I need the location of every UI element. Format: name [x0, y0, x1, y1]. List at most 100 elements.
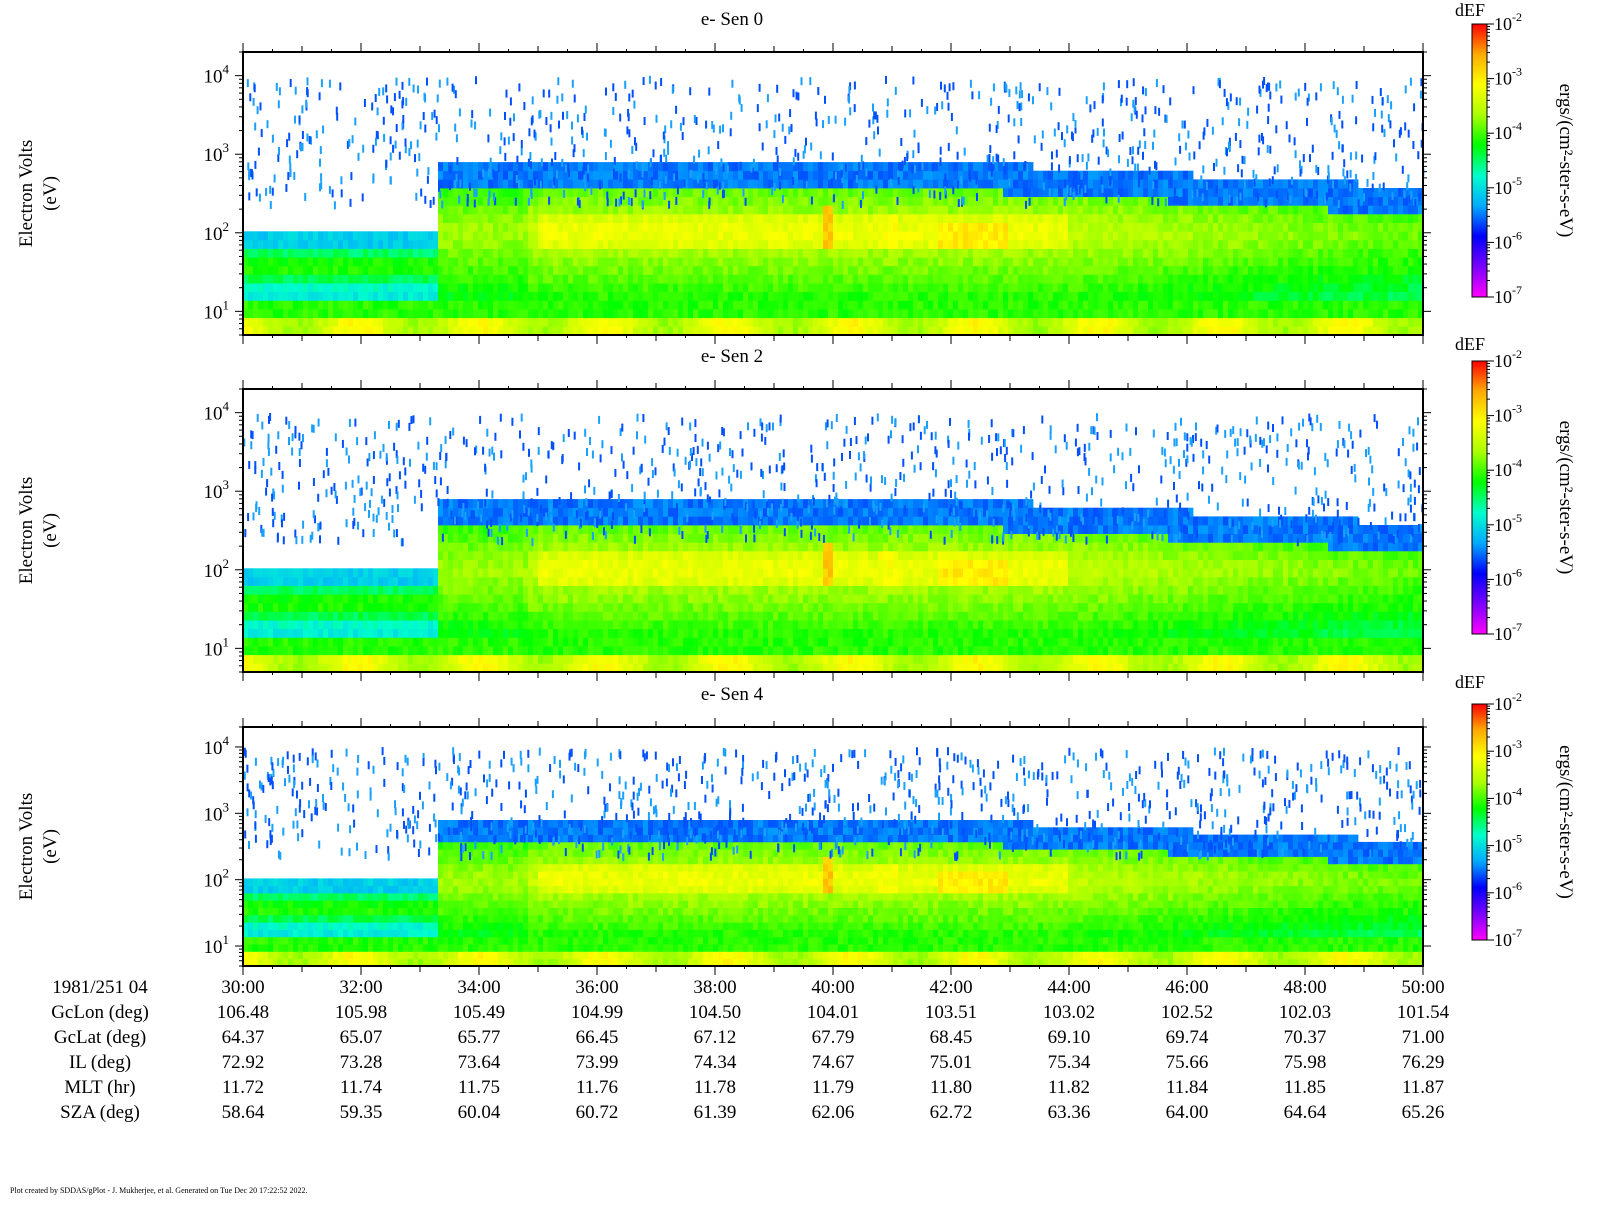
y-tick-label: 103	[204, 477, 230, 503]
x-tick-label: 46:00	[1165, 977, 1208, 998]
ephemeris-value: 11.74	[340, 1077, 383, 1098]
heatmap-cells	[243, 499, 1424, 673]
ephemeris-value: 103.51	[925, 1002, 977, 1023]
ephemeris-value: 60.72	[576, 1102, 619, 1123]
ephemeris-value: 71.00	[1402, 1027, 1445, 1048]
ephemeris-value: 61.39	[694, 1102, 737, 1123]
panel-title: e- Sen 0	[701, 9, 763, 30]
ephemeris-value: 62.72	[930, 1102, 973, 1123]
colorbar: dEF 10-2 10-3 10-4 10-5 10-6 10-7 ergs/(cm²-ste…	[1455, 672, 1576, 950]
x-tick-label: 40:00	[811, 977, 854, 998]
ephemeris-value: 68.45	[930, 1027, 973, 1048]
ephemeris-value: 105.49	[453, 1002, 505, 1023]
heatmap-cells	[243, 162, 1424, 336]
ephemeris-value: 67.79	[812, 1027, 855, 1048]
y-tick-label: 101	[204, 297, 230, 323]
ephemeris-value: 11.87	[1402, 1077, 1444, 1098]
x-tick-label: 48:00	[1283, 977, 1326, 998]
colorbar-gradient	[1471, 23, 1488, 298]
ephemeris-value: 59.35	[340, 1102, 383, 1123]
ephemeris-row-label: MLT (hr)	[64, 1077, 135, 1098]
ephemeris-value: 104.01	[807, 1002, 859, 1023]
colorbar-tick-label: 10-2	[1494, 347, 1522, 371]
ephemeris-value: 65.07	[340, 1027, 383, 1048]
ephemeris-value: 75.34	[1048, 1052, 1091, 1073]
x-tick-label: 36:00	[575, 977, 618, 998]
ephemeris-value: 69.10	[1048, 1027, 1091, 1048]
x-tick-label: 30:00	[221, 977, 264, 998]
colorbar-label: ergs/(cm²-ster-s-eV)	[1555, 421, 1576, 575]
ephemeris-row-label: GcLon (deg)	[51, 1002, 149, 1023]
colorbar-title: dEF	[1455, 672, 1485, 692]
x-tick-label: 38:00	[693, 977, 736, 998]
colorbar-tick-label: 10-7	[1494, 926, 1522, 950]
panel-2: e- Sen 4 101 102 103 104 Electron Volts (eV) dE…	[16, 672, 1576, 975]
ephemeris-value: 11.85	[1284, 1077, 1326, 1098]
ephemeris-value: 69.74	[1166, 1027, 1209, 1048]
ephemeris-value: 104.50	[689, 1002, 741, 1023]
ephemeris-value: 73.64	[458, 1052, 501, 1073]
panel-1: e- Sen 2 101 102 103 104 Electron Volts (eV) dE…	[16, 334, 1576, 681]
colorbar-gradient	[1471, 360, 1488, 635]
colorbar-label: ergs/(cm²-ster-s-eV)	[1555, 745, 1576, 899]
ephemeris-value: 76.29	[1402, 1052, 1445, 1073]
ephemeris-value: 105.98	[335, 1002, 387, 1023]
ephemeris-value: 11.76	[576, 1077, 618, 1098]
y-tick-label: 102	[204, 556, 230, 582]
panel-title: e- Sen 2	[701, 346, 763, 367]
colorbar-tick-label: 10-4	[1494, 456, 1522, 480]
noise-marks	[243, 413, 1424, 547]
ephemeris-value: 11.79	[812, 1077, 854, 1098]
colorbar-tick-label: 10-7	[1494, 283, 1522, 307]
colorbar-tick-label: 10-4	[1494, 784, 1522, 808]
ephemeris-value: 74.34	[694, 1052, 737, 1073]
ephemeris-table: 1981/251 04 30:00 32:00 34:00 36:00 38:00 40:0…	[51, 977, 1449, 1123]
y-tick-label: 102	[204, 219, 230, 245]
y-axis-label: Electron Volts (eV)	[16, 477, 61, 585]
ephemeris-value: 62.06	[812, 1102, 855, 1123]
ephemeris-value: 75.66	[1166, 1052, 1209, 1073]
colorbar-tick-label: 10-2	[1494, 10, 1522, 34]
colorbar-tick-label: 10-5	[1494, 174, 1522, 198]
ephemeris-value: 64.37	[222, 1027, 265, 1048]
colorbar-gradient	[1471, 703, 1488, 941]
x-tick-label: 32:00	[339, 977, 382, 998]
ephemeris-value: 66.45	[576, 1027, 619, 1048]
ephemeris-value: 63.36	[1048, 1102, 1091, 1123]
ephemeris-value: 65.26	[1402, 1102, 1445, 1123]
y-tick-label: 103	[204, 799, 230, 825]
ephemeris-value: 11.72	[222, 1077, 264, 1098]
colorbar: dEF 10-2 10-3 10-4 10-5 10-6 10-7 ergs/(cm²-ste…	[1455, 334, 1576, 644]
colorbar-tick-label: 10-4	[1494, 119, 1522, 143]
y-tick-label: 102	[204, 866, 230, 892]
noise-marks	[246, 75, 1425, 210]
ephemeris-value: 64.64	[1284, 1102, 1327, 1123]
y-tick-label: 101	[204, 634, 230, 660]
ephemeris-value: 11.84	[1166, 1077, 1209, 1098]
ephemeris-value: 101.54	[1397, 1002, 1450, 1023]
panel-0: e- Sen 0 101 102 103 104 Electron Volts (eV) dE…	[16, 0, 1576, 344]
ephemeris-row-label: SZA (deg)	[60, 1102, 140, 1123]
footer-credit: Plot created by SDDAS/gPlot - J. Mukherj…	[10, 1186, 308, 1195]
colorbar-tick-label: 10-3	[1494, 65, 1522, 89]
panel-title: e- Sen 4	[701, 684, 764, 705]
ephemeris-value: 65.77	[458, 1027, 501, 1048]
date-label: 1981/251 04	[52, 977, 148, 998]
noise-marks	[243, 747, 1422, 862]
colorbar-tick-label: 10-6	[1494, 565, 1522, 589]
colorbar-tick-label: 10-3	[1494, 402, 1522, 426]
y-tick-label: 101	[204, 932, 230, 958]
colorbar-tick-label: 10-6	[1494, 879, 1522, 903]
ephemeris-value: 103.02	[1043, 1002, 1095, 1023]
x-tick-label: 34:00	[457, 977, 500, 998]
y-axis-label: Electron Volts (eV)	[16, 793, 61, 901]
ephemeris-value: 74.67	[812, 1052, 855, 1073]
y-tick-label: 103	[204, 140, 230, 166]
x-tick-label: 50:00	[1401, 977, 1444, 998]
ephemeris-value: 60.04	[458, 1102, 501, 1123]
heatmap-cells	[243, 820, 1424, 967]
ephemeris-value: 106.48	[217, 1002, 269, 1023]
ephemeris-value: 102.03	[1279, 1002, 1331, 1023]
